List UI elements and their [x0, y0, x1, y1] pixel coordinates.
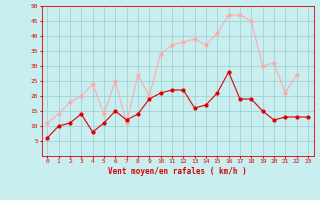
X-axis label: Vent moyen/en rafales ( km/h ): Vent moyen/en rafales ( km/h ) — [108, 167, 247, 176]
